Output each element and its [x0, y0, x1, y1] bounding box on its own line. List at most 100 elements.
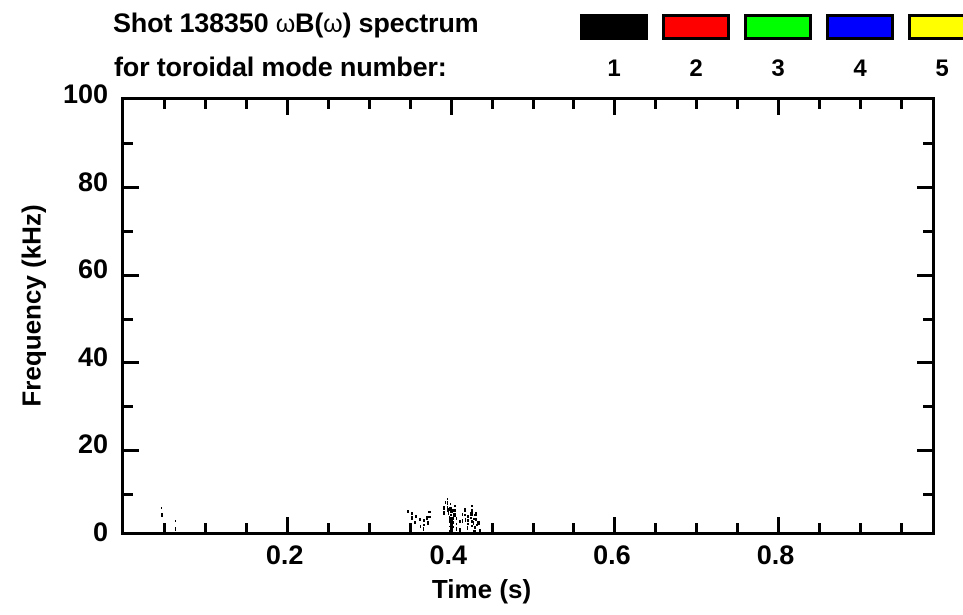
- legend-swatch-n2: [662, 14, 730, 40]
- x-tick-top-0.65: [654, 100, 658, 109]
- y-tick-right-10: [923, 492, 932, 496]
- spectrogram-mark: [174, 520, 177, 522]
- spectrogram-mark: [471, 509, 473, 512]
- y-tick-right-40: [917, 361, 932, 365]
- spectrogram-mark: [453, 504, 456, 508]
- y-axis-tick-labels: 0 20 40 60 80 100: [0, 79, 108, 547]
- x-tick-bottom-0.8: [776, 517, 780, 532]
- x-tick-bottom-0.75: [736, 523, 740, 532]
- x-tick-top-0.7: [695, 100, 699, 109]
- spectrogram-mark: [411, 511, 414, 515]
- y-tick-right-30: [923, 405, 932, 409]
- x-tick-bottom-0.15: [245, 523, 249, 532]
- x-tick-bottom-0.1: [204, 523, 208, 532]
- y-tick-label-100: 100: [62, 79, 108, 109]
- spectrogram-mark: [446, 505, 449, 508]
- x-tick-bottom-0.6: [613, 517, 617, 532]
- spectrogram-mark: [446, 500, 449, 505]
- y-tick-left-90: [124, 142, 133, 146]
- y-axis-title: Frequency (kHz): [16, 204, 47, 407]
- spectrogram-mark: [472, 518, 476, 521]
- x-tick-bottom-0.65: [654, 523, 658, 532]
- spectrogram-mark: [444, 500, 447, 505]
- spectrogram-mark: [407, 510, 410, 513]
- plot-area: [121, 97, 935, 535]
- y-tick-left-20: [124, 448, 139, 452]
- spectrogram-mark: [449, 503, 452, 506]
- x-tick-top-0.35: [408, 100, 412, 109]
- x-tick-bottom-0.35: [408, 523, 412, 532]
- omega-symbol-1: ω: [275, 10, 296, 38]
- y-tick-right-20: [917, 448, 932, 452]
- spectrogram-mark: [449, 530, 452, 532]
- x-tick-top-0.85: [817, 100, 821, 109]
- spectrogram-mark: [470, 517, 472, 519]
- spectrogram-mark: [464, 508, 466, 513]
- chart-title-line-1: Shot 138350 ωB(ω) spectrum: [113, 8, 479, 39]
- spectrogram-mark: [449, 507, 452, 511]
- y-tick-left-70: [124, 229, 133, 233]
- x-tick-top-0.5: [531, 100, 535, 109]
- spectrogram-mark: [474, 512, 477, 517]
- x-tick-top-0.2: [286, 100, 290, 115]
- spectrogram-mark: [455, 527, 457, 532]
- y-tick-left-30: [124, 405, 133, 409]
- y-tick-left-50: [124, 317, 133, 321]
- spectrogram-mark: [459, 527, 462, 532]
- spectrogram-mark: [443, 505, 445, 510]
- spectrogram-mark: [415, 515, 418, 519]
- spectrogram-mark: [461, 519, 464, 523]
- spectrogram-mark: [450, 513, 453, 517]
- x-tick-top-0.8: [776, 100, 780, 115]
- spectrogram-mark: [466, 518, 470, 522]
- x-tick-bottom-0.3: [367, 523, 371, 532]
- spectrogram-mark: [446, 498, 449, 500]
- legend-swatch-n4: [826, 14, 894, 40]
- spectrogram-mark: [478, 528, 481, 532]
- spectrogram-mark: [455, 517, 458, 521]
- spectrogram-mark: [426, 516, 428, 520]
- spectrogram-mark: [422, 523, 426, 527]
- spectrogram-mark: [411, 516, 413, 520]
- spectrogram-mark: [451, 516, 454, 521]
- y-tick-label-0: 0: [92, 517, 108, 547]
- spectrogram-mark: [473, 525, 477, 529]
- y-tick-left-60: [124, 273, 139, 277]
- x-tick-top-0.4: [449, 100, 453, 115]
- y-tick-right-50: [923, 317, 932, 321]
- spectrogram-mark: [458, 520, 461, 524]
- x-tick-bottom-0.85: [817, 523, 821, 532]
- spectrogram-mark: [466, 526, 469, 530]
- x-tick-bottom-0.45: [490, 523, 494, 532]
- spectrogram-mark: [420, 524, 422, 529]
- legend-label-n3: 3: [771, 55, 785, 82]
- y-tick-left-80: [124, 186, 139, 190]
- x-tick-top-0.95: [899, 100, 903, 109]
- spectrogram-mark: [418, 518, 422, 522]
- legend-swatch-n5: [908, 14, 963, 40]
- spectrogram-mark: [476, 524, 479, 526]
- x-tick-top-0.1: [204, 100, 208, 109]
- spectrogram-mark: [160, 513, 163, 517]
- x-tick-top-0.15: [245, 100, 249, 109]
- y-tick-label-40: 40: [77, 341, 108, 372]
- chart-title-line-2: for toroidal mode number:: [114, 52, 447, 82]
- spectrogram-mark: [472, 521, 475, 525]
- y-tick-label-60: 60: [77, 254, 108, 285]
- x-tick-bottom-0.9: [858, 523, 862, 532]
- spectrogram-mark: [477, 520, 480, 525]
- spectrogram-mark: [452, 513, 456, 517]
- legend-label-n4: 4: [853, 55, 867, 82]
- y-tick-right-90: [923, 142, 932, 146]
- spectrogram-mark: [447, 512, 450, 515]
- spectrogram-mark: [414, 520, 417, 525]
- spectrogram-mark: [451, 521, 454, 525]
- spectrogram-mark: [463, 514, 466, 517]
- x-tick-top-0.45: [490, 100, 494, 109]
- spectrogram-mark: [466, 515, 469, 518]
- spectrogram-mark: [448, 516, 451, 521]
- spectrogram-mark: [427, 520, 430, 525]
- y-tick-left-10: [124, 492, 133, 496]
- x-tick-top-0.9: [858, 100, 862, 109]
